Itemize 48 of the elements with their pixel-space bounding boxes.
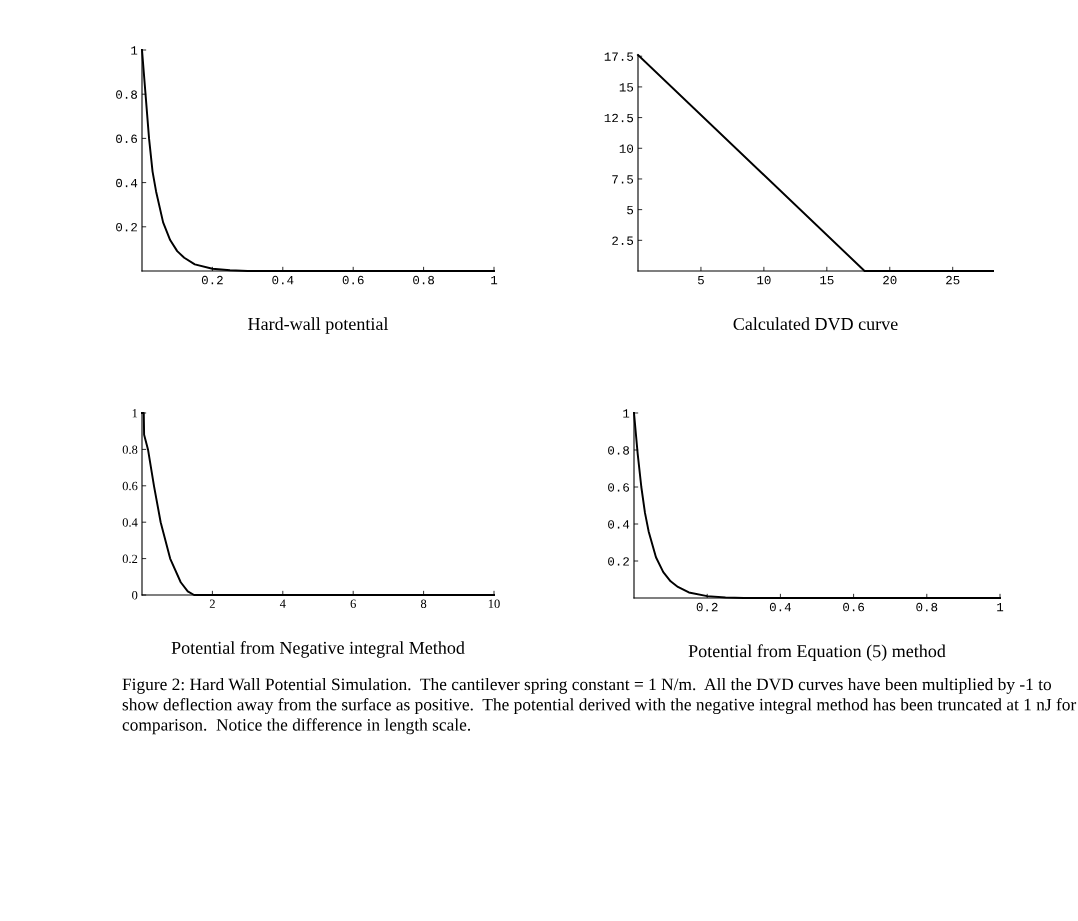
y-tick-label: 0.2 (116, 222, 137, 232)
x-tick-label: 0.4 (769, 602, 792, 612)
y-tick-label: 12.5 (604, 113, 634, 123)
x-tick-label: 0.8 (916, 602, 938, 612)
y-tick-label: 0.4 (608, 520, 630, 529)
y-tick-label: 0 (132, 591, 138, 600)
y-tick-label: 1 (131, 46, 138, 55)
y-tick-label: 0.6 (608, 483, 630, 492)
x-tick-label: 4 (279, 599, 286, 608)
x-tick-label: 0.4 (272, 275, 294, 285)
y-tick-label: 0.4 (122, 518, 138, 527)
y-tick-label: 7.5 (612, 175, 634, 184)
y-tick-label: 15 (619, 83, 634, 92)
y-tick-label: 0.4 (116, 178, 138, 188)
x-tick-label: 10 (488, 599, 500, 608)
y-tick-label: 0.6 (116, 134, 138, 144)
y-tick-label: 10 (619, 144, 634, 153)
y-tick-label: 0.2 (122, 554, 138, 564)
x-tick-label: 0.2 (696, 602, 718, 612)
y-tick-label: 0.6 (122, 481, 138, 491)
x-tick-label: 1 (491, 275, 498, 285)
x-tick-label: 0.8 (413, 275, 435, 285)
x-axis-title: Potential from Equation (5) method (688, 644, 946, 661)
x-tick-label: 0.2 (201, 275, 223, 285)
x-tick-label: 8 (420, 599, 427, 608)
x-tick-label: 15 (820, 275, 834, 285)
x-tick-label: 6 (350, 599, 356, 608)
y-tick-label: 0.2 (608, 557, 629, 566)
x-tick-label: 20 (883, 275, 897, 285)
y-tick-label: 0.8 (608, 446, 630, 455)
x-tick-label: 25 (946, 275, 960, 285)
x-axis-title: Hard-wall potential (248, 317, 389, 334)
y-tick-label: 2.5 (612, 236, 634, 245)
x-axis-title: Potential from Negative integral Method (171, 641, 465, 658)
x-tick-label: 0.6 (342, 275, 364, 285)
y-tick-label: 0.8 (122, 445, 138, 454)
x-tick-label: 5 (697, 275, 704, 285)
x-tick-label: 0.6 (843, 602, 865, 612)
x-tick-label: 10 (757, 275, 771, 285)
caption: Figure 2: Hard Wall Potential Simulation. The cantilever spring constant = 1 N/m. All the DVD curves have been multiplied by -1 to show deflection away from the surface as positive. The potential derived with the negative integral method has been truncated at 1 nJ for comparison. Notice the difference in length scale. (122, 678, 1077, 735)
y-tick-label: 5 (627, 205, 634, 215)
y-tick-label: 17.5 (604, 52, 634, 61)
x-axis-title: Calculated DVD curve (733, 317, 898, 331)
x-tick-label: 2 (209, 599, 215, 608)
y-tick-label: 1 (623, 409, 630, 418)
y-tick-label: 0.8 (116, 90, 138, 99)
x-tick-label: 1 (997, 602, 1004, 612)
y-tick-label: 1 (132, 409, 138, 418)
